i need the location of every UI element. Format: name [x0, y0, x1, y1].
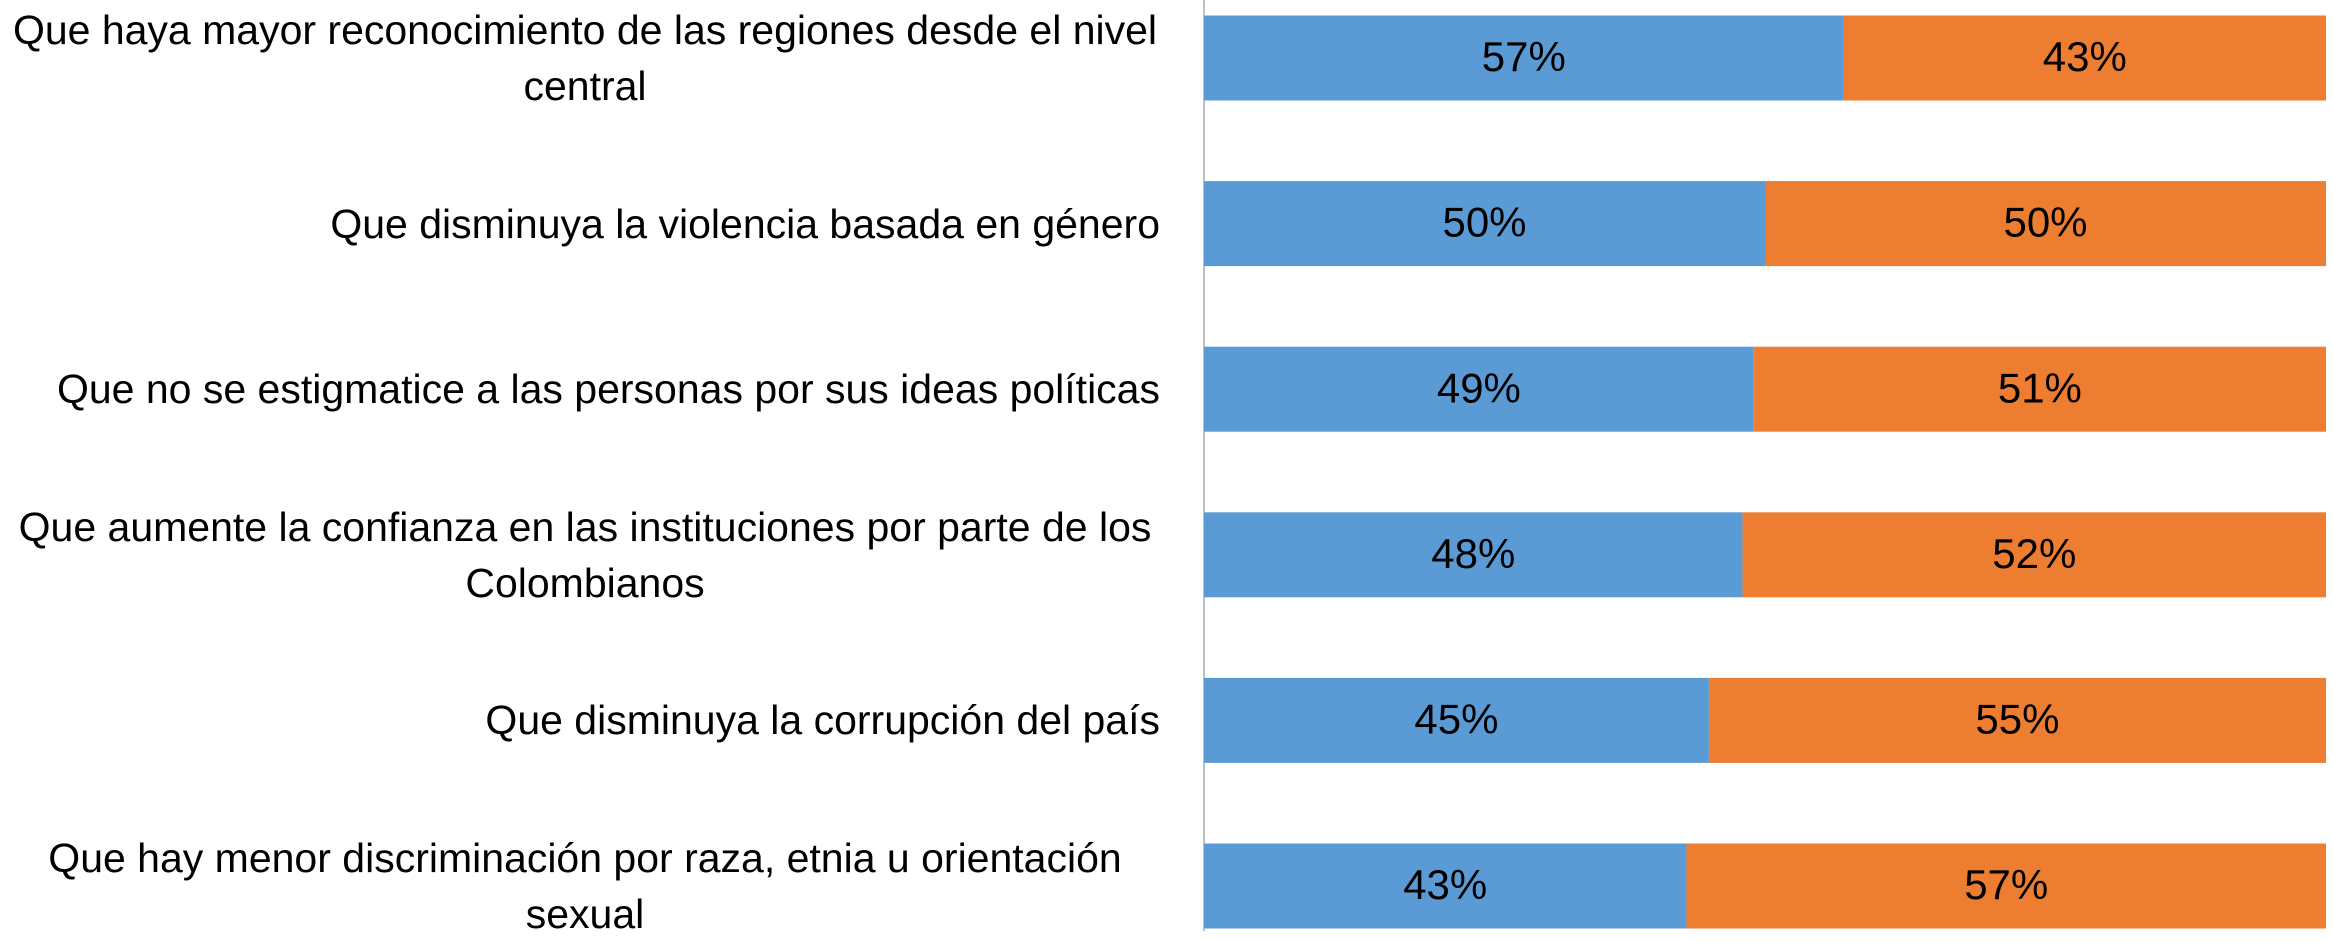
bar-segment: [1686, 843, 2326, 929]
data-label: 43%: [2043, 33, 2127, 80]
category-label-box: Que aumente la confianza en las instituc…: [0, 499, 1160, 611]
data-label: 57%: [1482, 33, 1566, 80]
category-label-box: Que disminuya la violencia basada en gén…: [0, 196, 1160, 252]
data-label: 50%: [2003, 199, 2087, 246]
data-label: 49%: [1437, 364, 1521, 411]
bar-segment: [1204, 843, 1687, 929]
data-label: 51%: [1998, 364, 2082, 411]
bar-segment: [1204, 346, 1754, 432]
bar-segment: [1765, 181, 2326, 267]
data-label: 43%: [1403, 861, 1487, 908]
data-label: 45%: [1414, 695, 1498, 742]
bar-segment: [1843, 15, 2326, 101]
bar-segment: [1204, 181, 1765, 267]
category-label: Que disminuya la corrupción del país: [485, 697, 1160, 744]
category-label: Que haya mayor reconocimiento de las reg…: [12, 7, 1158, 109]
data-label: 50%: [1442, 199, 1526, 246]
category-label-box: Que hay menor discriminación por raza, e…: [0, 830, 1160, 942]
bar-segment: [1753, 346, 2326, 432]
category-label: Que aumente la confianza en las instituc…: [18, 503, 1152, 606]
bar-segment: [1204, 512, 1743, 598]
category-label-box: Que haya mayor reconocimiento de las reg…: [0, 2, 1160, 114]
bar-segment: [1708, 677, 2326, 763]
data-label: 52%: [1992, 530, 2076, 577]
category-label: Que hay menor discriminación por raza, e…: [48, 835, 1122, 937]
data-label: 55%: [1975, 695, 2059, 742]
bar-segment: [1204, 677, 1709, 763]
data-label: 57%: [1964, 861, 2048, 908]
bar-segment: [1742, 512, 2326, 598]
category-label-box: Que no se estigmatice a las personas por…: [0, 361, 1160, 417]
category-label: Que disminuya la violencia basada en gén…: [330, 200, 1160, 247]
data-label: 48%: [1431, 530, 1515, 577]
bar-segment: [1204, 15, 1844, 101]
category-label: Que no se estigmatice a las personas por…: [56, 366, 1160, 413]
category-label-box: Que disminuya la corrupción del país: [0, 692, 1160, 748]
